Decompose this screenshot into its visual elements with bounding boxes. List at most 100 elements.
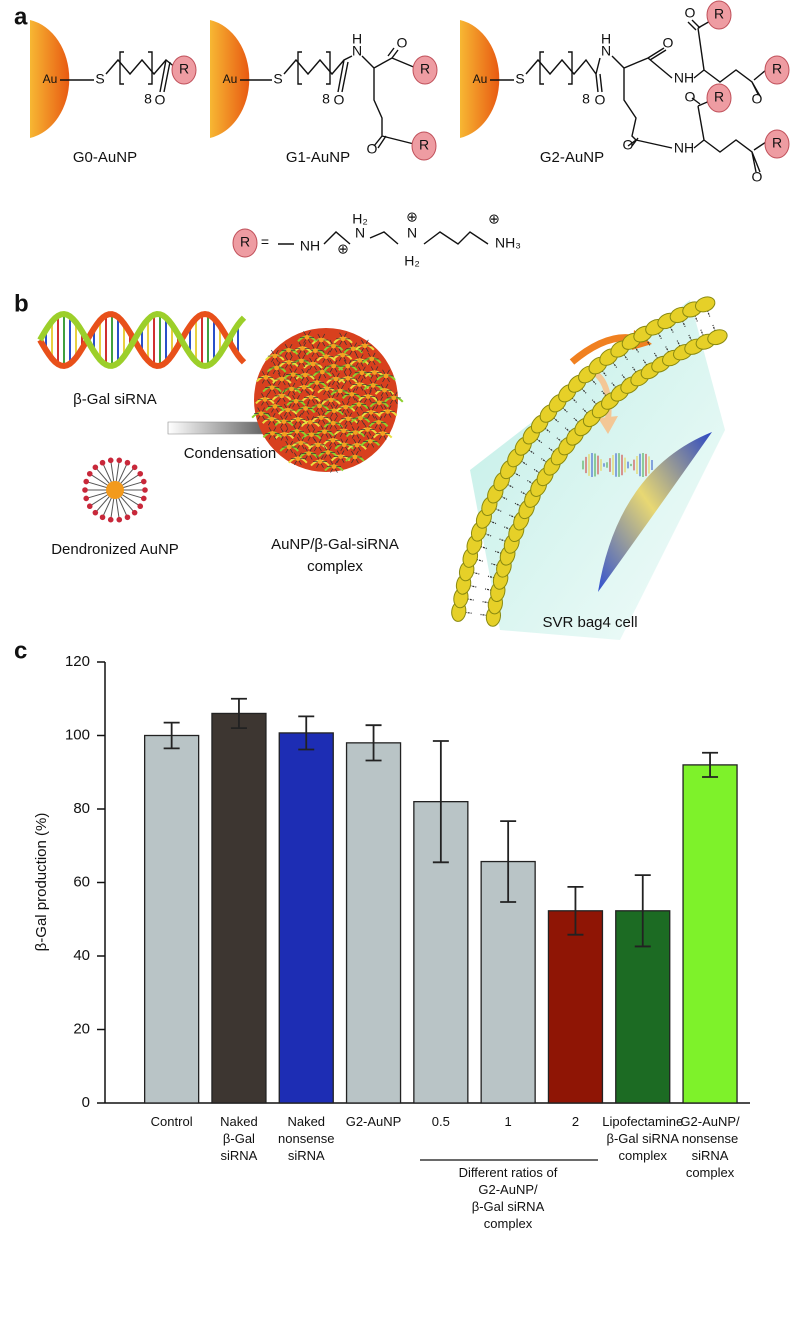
complex-core — [323, 354, 329, 360]
complex-core — [308, 394, 314, 400]
atom-label: R — [714, 89, 724, 105]
complex-core — [270, 430, 275, 436]
bar — [345, 742, 402, 1104]
complex-core — [309, 432, 314, 438]
complex-core — [383, 373, 389, 379]
error-bar — [702, 751, 719, 778]
caption: β-Gal siRNA — [73, 391, 157, 408]
complex-core — [295, 417, 301, 422]
complex-core — [281, 419, 287, 424]
y-tick-label: 0 — [82, 1094, 90, 1111]
dna-strand — [37, 310, 247, 370]
complex-core — [328, 397, 334, 403]
atom-label: 8 — [582, 91, 590, 107]
complex-core — [357, 358, 363, 363]
complex-core — [269, 385, 275, 391]
formula-label: ⊕ — [488, 211, 500, 227]
dendron-end — [124, 514, 131, 521]
complex-core — [290, 372, 296, 378]
atom-label: NH — [674, 70, 694, 86]
complex-core — [367, 438, 373, 444]
dendron-end — [107, 516, 114, 523]
atom-label: O — [155, 92, 166, 108]
complex-core — [301, 384, 307, 390]
caption: SVR bag4 cell — [542, 614, 637, 631]
complex-core — [289, 386, 294, 392]
complex-core — [340, 352, 346, 358]
formula-label: H₂ — [404, 253, 420, 269]
atom-label: H — [352, 31, 362, 47]
dendron-end — [124, 459, 131, 466]
complex-core — [359, 370, 365, 376]
complex-core — [313, 348, 318, 354]
complex-core — [263, 374, 269, 380]
atom-label: R — [419, 137, 429, 153]
error-bar — [298, 715, 315, 751]
formula-label: NH₃ — [495, 235, 521, 251]
aunp-core — [106, 481, 124, 499]
dna-strand — [37, 310, 247, 370]
dendron-end — [137, 503, 144, 510]
error-bar — [230, 697, 247, 730]
atom-label: 8 — [322, 91, 330, 107]
formula-label: R — [240, 234, 250, 250]
complex-core — [356, 402, 362, 407]
y-tick-label: 60 — [73, 873, 90, 890]
complex-core — [370, 383, 376, 388]
caption: complex — [307, 558, 363, 575]
atom-label: O — [623, 137, 634, 153]
complex-core — [354, 442, 360, 448]
formula-label: NH — [300, 238, 320, 254]
complex-core — [317, 459, 323, 464]
complex-core — [331, 363, 337, 369]
atom-label: NH — [674, 140, 694, 156]
complex-core — [350, 346, 356, 352]
atom-label: O — [595, 92, 606, 108]
caption: Dendronized AuNP — [51, 541, 179, 558]
complex-core — [294, 428, 300, 434]
formula-label: = — [261, 234, 269, 250]
error-bar — [567, 886, 584, 936]
error-bar — [432, 740, 449, 864]
complex-core — [310, 361, 316, 367]
complex-core — [304, 334, 310, 340]
x-tick-label: Naked nonsense siRNA — [278, 1114, 335, 1163]
schematic — [37, 296, 728, 640]
complex-core — [279, 393, 285, 399]
complex-core — [314, 380, 320, 385]
x-tick-label: G2-AuNP/ nonsense siRNA complex — [680, 1114, 740, 1180]
x-tick-label: 1 — [504, 1114, 512, 1129]
complex-core — [317, 403, 322, 409]
structure-name: G1-AuNP — [286, 149, 350, 166]
r-group — [232, 228, 258, 258]
complex-core — [357, 382, 362, 387]
dendron-end — [140, 495, 147, 502]
complex-core — [307, 419, 313, 425]
bar — [143, 734, 200, 1104]
atom-label: O — [685, 5, 696, 21]
x-tick-label: 0.5 — [431, 1114, 450, 1129]
bar — [682, 764, 738, 1104]
r-group — [706, 83, 732, 113]
atom-label: N — [352, 43, 362, 59]
atom-label: R — [714, 6, 724, 22]
complex-core — [293, 398, 299, 404]
complex-core — [349, 391, 355, 397]
r-group — [411, 131, 437, 161]
complex-core — [303, 406, 308, 411]
complex-core — [286, 444, 292, 450]
complex-core — [345, 416, 351, 422]
atom-label: N — [601, 43, 611, 59]
r-definition-bonds — [278, 231, 489, 245]
complex-core — [330, 437, 336, 443]
gold-surface — [210, 20, 250, 138]
complex-core — [319, 369, 325, 375]
gold-surface — [460, 20, 500, 138]
error-bar — [634, 874, 651, 948]
complex-core — [343, 404, 349, 410]
dendron-end — [140, 478, 147, 485]
complex-core — [340, 336, 346, 342]
complex-core — [298, 440, 304, 446]
formula-label: ⊕ — [337, 241, 349, 257]
